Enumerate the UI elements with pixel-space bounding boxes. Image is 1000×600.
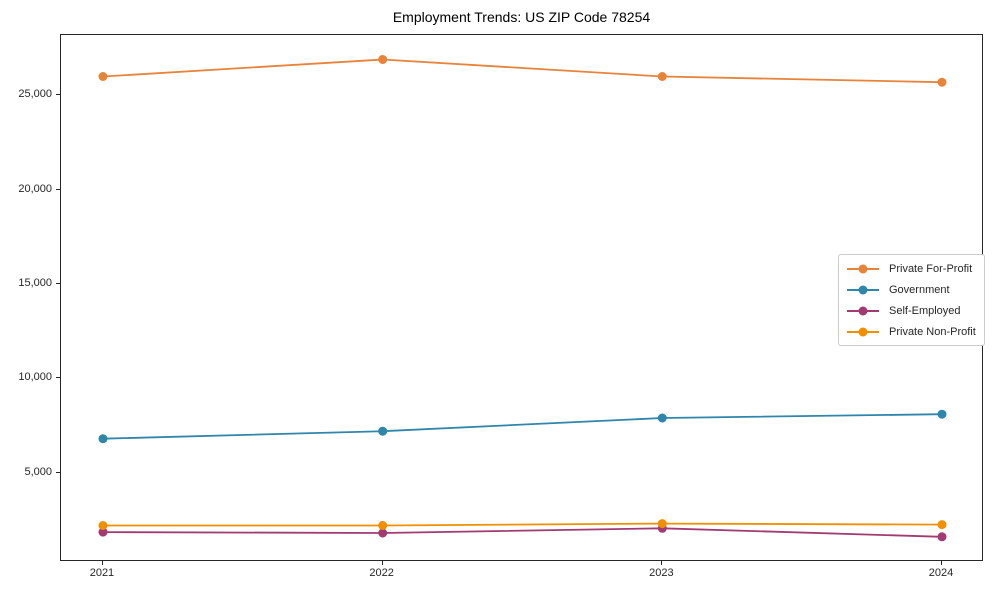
- legend-label: Private For-Profit: [889, 262, 973, 275]
- y-tick-mark: [56, 283, 60, 285]
- data-point-government: [378, 426, 388, 436]
- series-line-self-employed: [102, 527, 943, 538]
- legend-item-private-non-profit: Private Non-Profit: [847, 321, 976, 342]
- legend-sample-line: [847, 327, 879, 336]
- legend: Private For-Profit Government Self-Employe…: [838, 254, 985, 346]
- data-point-self-employed: [937, 532, 947, 542]
- data-point-private-non-profit: [378, 521, 388, 530]
- legend-sample-line: [847, 264, 879, 273]
- y-tick-mark: [56, 94, 60, 96]
- legend-marker-icon: [858, 306, 868, 315]
- data-point-private-non-profit: [657, 519, 667, 529]
- y-tick-label: 10,000: [18, 371, 52, 384]
- y-tick-label: 20,000: [18, 182, 52, 195]
- data-point-government: [657, 413, 667, 423]
- y-tick-label: 5,000: [24, 465, 52, 478]
- data-point-government: [937, 409, 947, 419]
- legend-item-government: Government: [847, 279, 976, 300]
- data-point-private-for-profit: [657, 72, 667, 81]
- x-tick-label: 2021: [89, 567, 115, 579]
- legend-item-private-for-profit: Private For-Profit: [847, 258, 976, 279]
- legend-marker-icon: [858, 264, 868, 273]
- x-tick-label: 2023: [649, 567, 674, 579]
- y-tick-label: 25,000: [18, 88, 52, 101]
- legend-label: Government: [889, 283, 950, 296]
- y-tick-mark: [56, 377, 60, 379]
- y-tick-mark: [56, 471, 60, 473]
- legend-sample-line: [847, 306, 879, 315]
- x-tick-mark: [941, 561, 943, 565]
- data-point-self-employed: [98, 527, 108, 537]
- data-point-private-for-profit: [98, 72, 108, 81]
- legend-label: Private Non-Profit: [889, 325, 976, 338]
- x-tick-mark: [101, 561, 103, 565]
- data-point-private-for-profit: [937, 77, 947, 87]
- y-tick-label: 15,000: [18, 277, 52, 290]
- data-point-private-for-profit: [378, 55, 388, 64]
- data-point-private-non-profit: [98, 521, 108, 530]
- series-line-government: [102, 413, 943, 440]
- y-tick-mark: [56, 188, 60, 190]
- legend-marker-icon: [858, 285, 868, 294]
- x-tick-label: 2022: [369, 567, 394, 579]
- x-tick-mark: [381, 561, 383, 565]
- series-line-private-for-profit: [102, 58, 943, 84]
- legend-label: Self-Employed: [889, 304, 961, 317]
- legend-marker-icon: [858, 327, 868, 336]
- data-point-private-non-profit: [937, 520, 947, 530]
- x-tick-mark: [661, 561, 663, 565]
- line-plot-canvas: [98, 55, 947, 542]
- chart-title: Employment Trends: US ZIP Code 78254: [392, 9, 651, 25]
- legend-sample-line: [847, 285, 879, 294]
- data-point-self-employed: [378, 528, 388, 538]
- plot-area: [60, 34, 983, 561]
- legend-item-self-employed: Self-Employed: [847, 300, 976, 321]
- data-point-government: [98, 434, 108, 444]
- x-tick-label: 2024: [928, 567, 954, 579]
- series-line-private-non-profit: [103, 522, 943, 527]
